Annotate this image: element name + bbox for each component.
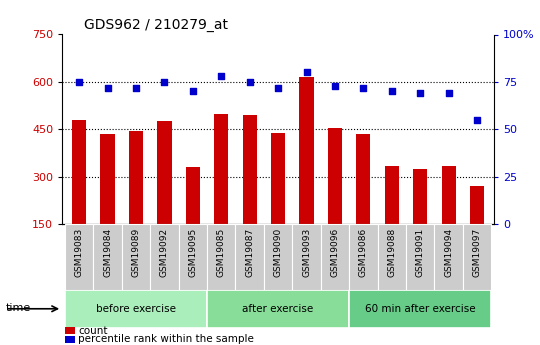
Text: GSM19097: GSM19097 xyxy=(472,228,482,277)
Text: GSM19095: GSM19095 xyxy=(188,228,197,277)
Bar xyxy=(442,166,456,224)
Text: GSM19091: GSM19091 xyxy=(416,228,424,277)
Bar xyxy=(122,224,150,290)
Point xyxy=(132,85,140,90)
Bar xyxy=(413,169,427,224)
Text: GSM19090: GSM19090 xyxy=(274,228,282,277)
Point xyxy=(330,83,339,89)
Text: GSM19086: GSM19086 xyxy=(359,228,368,277)
Text: GSM19083: GSM19083 xyxy=(75,228,84,277)
Point xyxy=(302,70,311,75)
Text: GSM19087: GSM19087 xyxy=(245,228,254,277)
Text: GDS962 / 210279_at: GDS962 / 210279_at xyxy=(84,18,228,32)
Bar xyxy=(299,77,314,224)
Text: GSM19096: GSM19096 xyxy=(330,228,340,277)
Bar xyxy=(100,134,114,224)
Bar xyxy=(157,120,172,224)
Point xyxy=(103,85,112,90)
Bar xyxy=(65,290,207,328)
Text: GSM19092: GSM19092 xyxy=(160,228,169,277)
Bar xyxy=(179,224,207,290)
Bar xyxy=(384,166,399,224)
Text: after exercise: after exercise xyxy=(242,304,314,314)
Point xyxy=(160,79,168,85)
Text: GSM19089: GSM19089 xyxy=(132,228,140,277)
Bar xyxy=(207,224,235,290)
Bar xyxy=(93,224,122,290)
Bar xyxy=(292,224,321,290)
Bar xyxy=(242,115,257,224)
Bar xyxy=(406,224,434,290)
Point xyxy=(274,85,282,90)
Bar xyxy=(186,167,200,224)
Text: GSM19093: GSM19093 xyxy=(302,228,311,277)
Point xyxy=(75,79,84,85)
Point xyxy=(472,117,481,123)
Bar xyxy=(463,224,491,290)
Text: 60 min after exercise: 60 min after exercise xyxy=(365,304,476,314)
Bar xyxy=(214,114,228,224)
Bar xyxy=(72,120,86,224)
Bar xyxy=(328,128,342,224)
Bar xyxy=(264,224,292,290)
Point xyxy=(388,89,396,94)
Text: GSM19088: GSM19088 xyxy=(387,228,396,277)
Text: percentile rank within the sample: percentile rank within the sample xyxy=(78,335,254,344)
Bar xyxy=(235,224,264,290)
Text: time: time xyxy=(5,303,31,313)
Point xyxy=(245,79,254,85)
Bar xyxy=(349,224,377,290)
Point xyxy=(359,85,368,90)
Text: before exercise: before exercise xyxy=(96,304,176,314)
Text: count: count xyxy=(78,326,108,335)
Point xyxy=(416,90,424,96)
Bar xyxy=(470,186,484,224)
Bar xyxy=(150,224,179,290)
Text: GSM19084: GSM19084 xyxy=(103,228,112,277)
Point xyxy=(188,89,197,94)
Bar xyxy=(271,132,285,224)
Text: GSM19094: GSM19094 xyxy=(444,228,453,277)
Text: GSM19085: GSM19085 xyxy=(217,228,226,277)
Bar xyxy=(207,290,349,328)
Bar xyxy=(321,224,349,290)
Bar xyxy=(129,131,143,224)
Bar xyxy=(434,224,463,290)
Bar xyxy=(349,290,491,328)
Bar xyxy=(356,134,370,224)
Point xyxy=(217,73,226,79)
Bar xyxy=(65,224,93,290)
Point xyxy=(444,90,453,96)
Bar xyxy=(377,224,406,290)
